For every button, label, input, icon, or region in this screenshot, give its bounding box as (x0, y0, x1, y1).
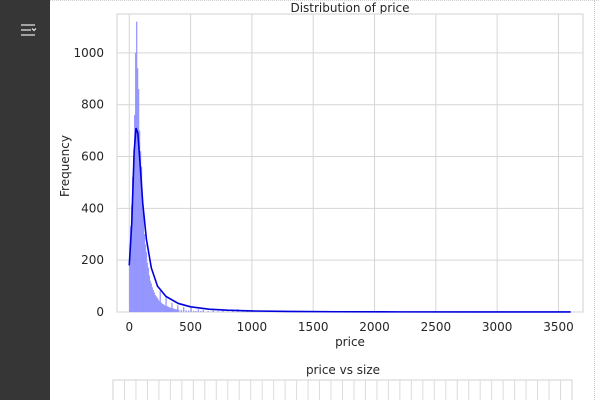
histogram-bar (197, 309, 200, 313)
plot-frame (116, 13, 584, 313)
x-tick-label: 500 (179, 320, 202, 334)
histogram-bar (241, 311, 244, 313)
filter-sliders-icon[interactable] (18, 20, 38, 40)
histogram-bar (217, 311, 219, 313)
x-tick-label: 2500 (421, 320, 452, 334)
scatter-title: price vs size (306, 363, 380, 377)
histogram-bar (190, 307, 192, 313)
grid-x (116, 13, 584, 313)
x-tick-label: 1000 (237, 320, 268, 334)
histogram-bar (178, 309, 180, 313)
x-tick-label: 3500 (543, 320, 574, 334)
histogram-bar (202, 309, 204, 313)
scatter-chart: price vs size (112, 363, 573, 400)
histogram-bar (195, 310, 197, 313)
kde-line (128, 127, 571, 313)
histogram-bar (212, 310, 214, 313)
x-axis-label: price (335, 335, 365, 349)
histogram-bar (177, 305, 179, 313)
sidebar-collapsed (0, 0, 50, 400)
histogram-bar (207, 311, 209, 313)
histogram-bar (227, 311, 229, 313)
y-tick-labels: 0 200 400 600 800 1000 (73, 46, 104, 319)
x-tick-label: 2000 (359, 320, 390, 334)
histogram-chart: Distribution of price 0 500 1000 1500 2000 25… (58, 1, 584, 349)
y-tick-label: 600 (81, 150, 104, 164)
histogram-bar (200, 311, 202, 313)
x-tick-label: 1500 (298, 320, 329, 334)
x-tick-label: 0 (125, 320, 133, 334)
histogram-bar (222, 310, 224, 313)
cell-top-border (50, 0, 599, 1)
scatter-grid (123, 380, 562, 400)
y-tick-label: 400 (81, 201, 104, 215)
y-tick-label: 1000 (73, 46, 104, 60)
y-tick-label: 200 (81, 253, 104, 267)
histogram-bar (232, 311, 234, 313)
chart-title: Distribution of price (290, 1, 409, 15)
x-tick-label: 3000 (482, 320, 513, 334)
histogram-bar (187, 310, 190, 313)
histogram-bars (129, 21, 278, 313)
histogram-bar (183, 307, 185, 313)
grid-y (117, 52, 583, 313)
x-tick-labels: 0 500 1000 1500 2000 2500 3000 3500 (125, 320, 573, 334)
histogram-bar (192, 310, 195, 313)
histogram-bar (171, 302, 173, 313)
cell-right-border (594, 0, 596, 400)
y-tick-label: 800 (81, 98, 104, 112)
histogram-bar (185, 310, 187, 313)
y-axis-label: Frequency (58, 135, 72, 197)
y-tick-label: 0 (96, 305, 104, 319)
histogram-bar (165, 297, 167, 313)
histogram-bar (159, 291, 161, 313)
histogram-bar (180, 310, 182, 313)
